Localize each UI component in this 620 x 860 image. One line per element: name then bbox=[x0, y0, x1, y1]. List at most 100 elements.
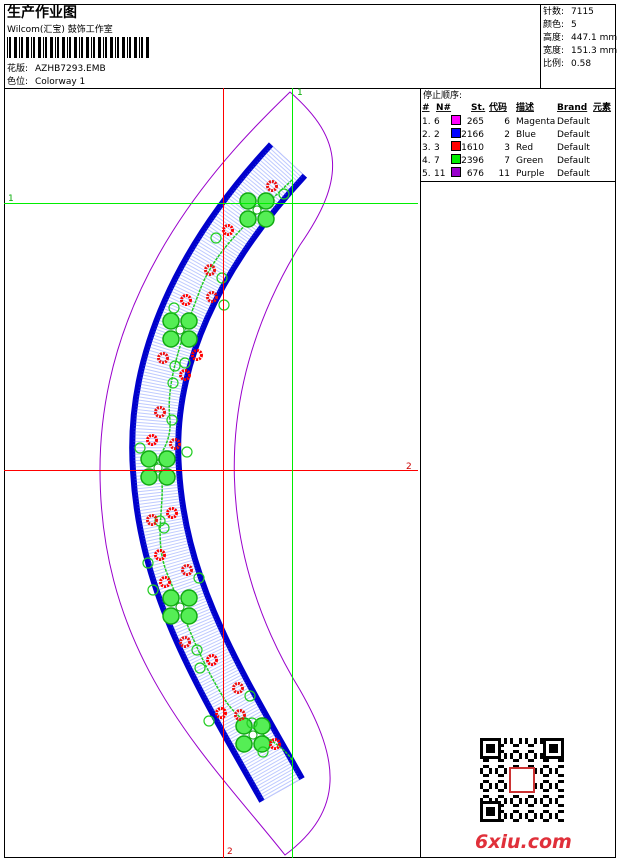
qr-module bbox=[534, 741, 537, 744]
qr-module bbox=[558, 804, 561, 807]
bar-stripe bbox=[62, 37, 65, 58]
info-label: 宽度: bbox=[543, 44, 564, 56]
qr-module bbox=[534, 813, 537, 816]
qr-module bbox=[558, 789, 561, 792]
vine-curl bbox=[210, 232, 222, 244]
qr-module bbox=[501, 810, 504, 813]
info-value: 447.1 mm bbox=[571, 33, 617, 43]
bar-stripe bbox=[134, 37, 137, 58]
info-label: 比例: bbox=[543, 57, 564, 69]
vine-curl bbox=[142, 557, 154, 569]
vine-curl bbox=[193, 572, 205, 584]
petal bbox=[239, 192, 257, 210]
qr-module bbox=[516, 765, 519, 768]
qr-module bbox=[534, 756, 537, 759]
qr-module bbox=[498, 780, 501, 783]
bar-stripe bbox=[129, 37, 131, 58]
qr-module bbox=[543, 819, 546, 822]
design-label: 花版: bbox=[7, 62, 28, 74]
qr-module bbox=[501, 795, 504, 798]
color-name: Blue bbox=[516, 130, 536, 140]
info-label: 颜色: bbox=[543, 18, 564, 30]
qr-module bbox=[501, 759, 504, 762]
red-motif bbox=[269, 738, 281, 750]
qr-module bbox=[480, 798, 483, 801]
qr-module bbox=[504, 786, 507, 789]
qr-module bbox=[513, 819, 516, 822]
swatch bbox=[451, 141, 461, 151]
qr-module bbox=[549, 786, 552, 789]
qr-module bbox=[519, 813, 522, 816]
brand: Default bbox=[557, 169, 590, 179]
petal bbox=[180, 607, 198, 625]
guide-label: 2 bbox=[227, 847, 233, 857]
guide-label: 1 bbox=[8, 194, 14, 204]
qr-module bbox=[555, 768, 558, 771]
qr-module bbox=[528, 810, 531, 813]
qr-module bbox=[504, 753, 507, 756]
bar-stripe bbox=[38, 37, 41, 58]
color-name: Magenta bbox=[516, 117, 555, 127]
qr-module bbox=[546, 804, 549, 807]
petal bbox=[162, 330, 180, 348]
qr-module bbox=[504, 771, 507, 774]
swatch bbox=[451, 128, 461, 138]
qr-module bbox=[483, 795, 486, 798]
bar-stripe bbox=[79, 37, 80, 58]
bar-stripe bbox=[26, 37, 29, 58]
bar-stripe bbox=[55, 37, 56, 58]
bar-stripe bbox=[115, 37, 116, 58]
needle: 11 bbox=[434, 169, 445, 179]
vine-curl bbox=[278, 188, 290, 200]
petal bbox=[253, 717, 271, 735]
qr-module bbox=[558, 810, 561, 813]
color-name: Green bbox=[516, 156, 543, 166]
vine-curl bbox=[147, 584, 159, 596]
qr-module bbox=[534, 771, 537, 774]
qr-module bbox=[489, 771, 492, 774]
qr-module bbox=[546, 759, 549, 762]
qr-module bbox=[534, 798, 537, 801]
bar-stripe bbox=[7, 37, 8, 58]
petal bbox=[257, 192, 275, 210]
red-motif bbox=[146, 434, 158, 446]
swatch bbox=[451, 115, 461, 125]
qr-module bbox=[543, 810, 546, 813]
qr-module bbox=[540, 768, 543, 771]
bar-stripe bbox=[127, 37, 128, 58]
qr-module bbox=[498, 795, 501, 798]
red-motif bbox=[157, 352, 169, 364]
qr-module bbox=[549, 783, 552, 786]
stop-table: # N# St. 代码 描述 Brand 元素1. 6 265 6 Magenta Default2.… bbox=[422, 101, 611, 179]
qr-module bbox=[516, 819, 519, 822]
qr-module bbox=[528, 804, 531, 807]
qr-module bbox=[498, 774, 501, 777]
title: 生产作业图 bbox=[7, 4, 77, 21]
qr-module bbox=[531, 810, 534, 813]
qr-module bbox=[489, 798, 492, 801]
qr-module bbox=[510, 798, 513, 801]
petal bbox=[158, 450, 176, 468]
watermark: 6xiu.com bbox=[475, 831, 572, 853]
brand: Default bbox=[557, 130, 590, 140]
qr-module bbox=[549, 798, 552, 801]
qr-module bbox=[501, 750, 504, 753]
petal bbox=[140, 450, 158, 468]
bar-stripe bbox=[9, 37, 11, 58]
band-stitch bbox=[133, 145, 305, 801]
petal bbox=[239, 210, 257, 228]
qr-module bbox=[534, 801, 537, 804]
petal bbox=[140, 468, 158, 486]
bar-stripe bbox=[45, 37, 47, 58]
flower-center bbox=[175, 602, 185, 612]
qr-module bbox=[546, 780, 549, 783]
red-motif bbox=[154, 549, 166, 561]
stitches: 2396 bbox=[461, 156, 484, 166]
qr-module bbox=[528, 765, 531, 768]
qr-module bbox=[561, 795, 564, 798]
qr-finder bbox=[549, 744, 558, 753]
row-index: 2. bbox=[422, 130, 431, 140]
swatch bbox=[451, 167, 461, 177]
design bbox=[99, 91, 333, 856]
qr-module bbox=[540, 813, 543, 816]
